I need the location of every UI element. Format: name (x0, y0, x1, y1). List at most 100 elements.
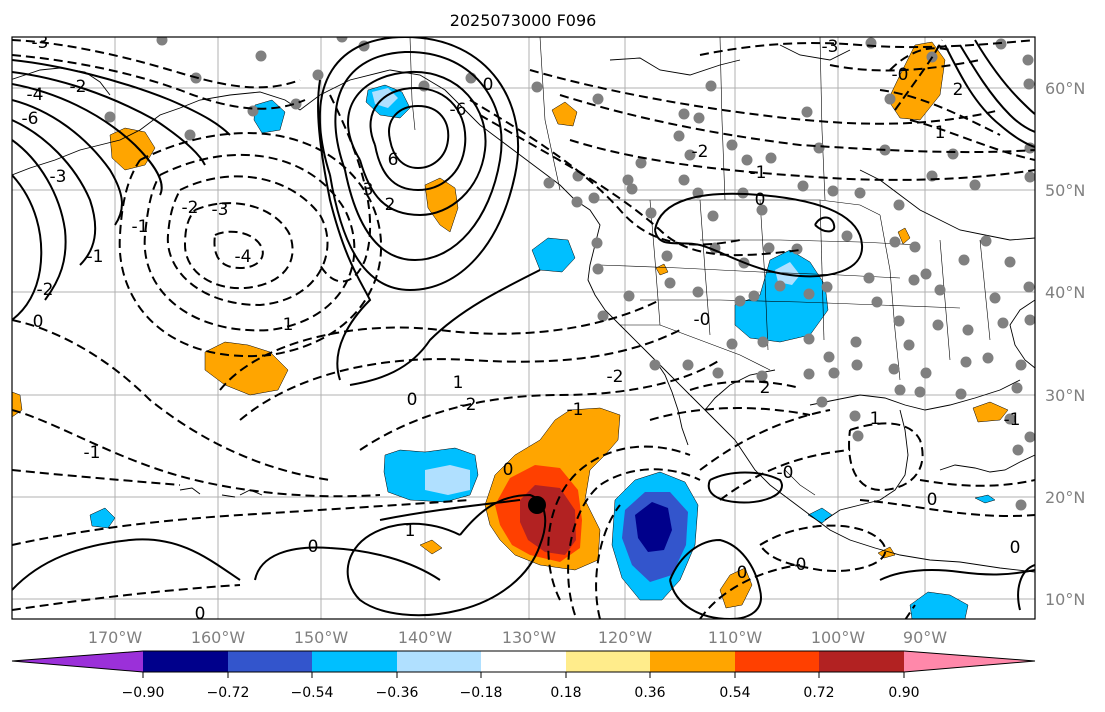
colorbar-segment (481, 651, 566, 672)
lon-label: 90°W (903, 628, 947, 647)
blue-fill-car-small (974, 494, 996, 504)
contour-label: -1 (84, 443, 101, 463)
negative-contours (12, 39, 1035, 619)
orange-fill-alaska (109, 127, 156, 171)
coastlines (12, 44, 1035, 573)
contour-label: 1 (870, 409, 881, 429)
orange-fill-gulfmex (972, 401, 1009, 423)
orange-fill-hudson (897, 227, 911, 245)
contour-label: 1 (405, 521, 416, 541)
contour-label: -3 (212, 200, 229, 220)
blue-fill-mx-core (635, 502, 672, 552)
contour-label: 0 (308, 537, 319, 557)
lat-label: 60°N (1045, 79, 1085, 98)
colorbar-ticks (142, 672, 905, 678)
lon-label: 130°W (502, 628, 557, 647)
blue-fill-rockies (734, 249, 829, 343)
contour-label: 1 (283, 315, 294, 335)
lon-label: 100°W (811, 628, 866, 647)
lon-label: 150°W (294, 628, 349, 647)
colorbar-tick-label: 0.54 (719, 685, 750, 701)
colorbar-segment (650, 651, 735, 672)
contour-label: 2 (953, 80, 964, 100)
political-borders (409, 37, 991, 496)
contour-label: -2 (460, 395, 477, 415)
colorbar-segment (566, 651, 650, 672)
colorbar-tick-label: 0.90 (888, 685, 919, 701)
lat-label: 20°N (1045, 488, 1085, 507)
contour-label: -0 (694, 310, 711, 330)
map-area: -3 -2 -4 -6 -3 -2 -1 0 1 6 2 3 -3 -2 -1 … (12, 37, 1035, 624)
lon-label: 170°W (88, 628, 143, 647)
colorbar-tick-label: 0.36 (634, 685, 665, 701)
longitude-labels: 170°W 160°W 150°W 140°W 130°W 120°W 110°… (88, 628, 947, 647)
contour-label: -6 (450, 100, 467, 120)
contour-label: -2 (182, 198, 199, 218)
orange-fill-gulf (424, 177, 459, 233)
contour-label: -1 (87, 247, 104, 267)
contour-label: 2 (385, 195, 396, 215)
contour-label: 6 (388, 150, 399, 170)
orange-fill-midwest-dot (655, 263, 669, 276)
contour-label: -1 (750, 163, 767, 183)
contour-label: 3 (363, 180, 374, 200)
contour-label: -1 (567, 400, 584, 420)
contour-label: -1 (1004, 410, 1021, 430)
contour-label: 0 (755, 190, 766, 210)
colorbar-segment (397, 651, 481, 672)
contour-labels: -3 -2 -4 -6 -3 -2 -1 0 1 6 2 3 -3 -2 -1 … (22, 37, 1021, 624)
contour-label: 0 (195, 604, 206, 624)
lat-label: 10°N (1045, 590, 1085, 609)
contour-label: -0 (777, 463, 794, 483)
contour-label: 0 (503, 460, 514, 480)
contour-label: 1 (453, 373, 464, 393)
lon-label: 160°W (191, 628, 246, 647)
lon-label: 120°W (598, 628, 653, 647)
contour-label: -1 (132, 217, 149, 237)
blue-fill-hi (89, 507, 116, 529)
orange-fill-hi-small (419, 539, 443, 555)
contour-label: 2 (760, 378, 771, 398)
orange-fill-mx (719, 567, 753, 609)
orange-fill-tiny-ca (877, 546, 896, 559)
contour-label: -6 (22, 109, 39, 129)
colorbar-tick-label: −0.18 (460, 685, 503, 701)
colorbar-tick-label: −0.54 (291, 685, 334, 701)
latitude-labels: 60°N 50°N 40°N 30°N 20°N 10°N (1045, 79, 1085, 609)
contour-label: 0 (407, 390, 418, 410)
lat-label: 40°N (1045, 283, 1085, 302)
contour-label: -2 (607, 367, 624, 387)
contour-label: -2 (70, 77, 87, 97)
contour-label: -2 (692, 142, 709, 162)
map-title: 2025073000 F096 (450, 11, 597, 30)
lat-label: 30°N (1045, 386, 1085, 405)
colorbar (11, 650, 1036, 673)
colorbar-tick-labels: −0.90 −0.72 −0.54 −0.36 −0.18 0.18 0.36 … (122, 685, 920, 701)
colorbar-tick-label: −0.36 (376, 685, 419, 701)
contour-label: -0 (892, 65, 909, 85)
colorbar-tick-label: −0.72 (207, 685, 250, 701)
contour-label: -4 (235, 247, 252, 267)
storm-center-marker (528, 496, 546, 514)
contour-label: 0 (737, 563, 748, 583)
colorbar-high-extension (904, 651, 1035, 672)
colorbar-low-extension (12, 651, 143, 672)
colorbar-segment (143, 651, 228, 672)
contour-label: 0 (927, 490, 938, 510)
colorbar-tick-label: −0.90 (122, 685, 165, 701)
colorbar-segment (312, 651, 397, 672)
contour-label: 0 (483, 75, 494, 95)
contour-label: 0 (1010, 538, 1021, 558)
contour-label: -3 (822, 37, 839, 57)
colorbar-segment (735, 651, 819, 672)
orange-fill-bc (551, 101, 578, 127)
map-frame (11, 36, 1036, 620)
lon-label: 110°W (708, 628, 763, 647)
positive-contours (12, 37, 1035, 619)
contour-label: -3 (50, 167, 67, 187)
colorbar-segment (228, 651, 312, 672)
colorbar-tick-label: 0.72 (803, 685, 834, 701)
colorbar-segment (819, 651, 904, 672)
blue-fill-pacific-b (425, 465, 470, 495)
